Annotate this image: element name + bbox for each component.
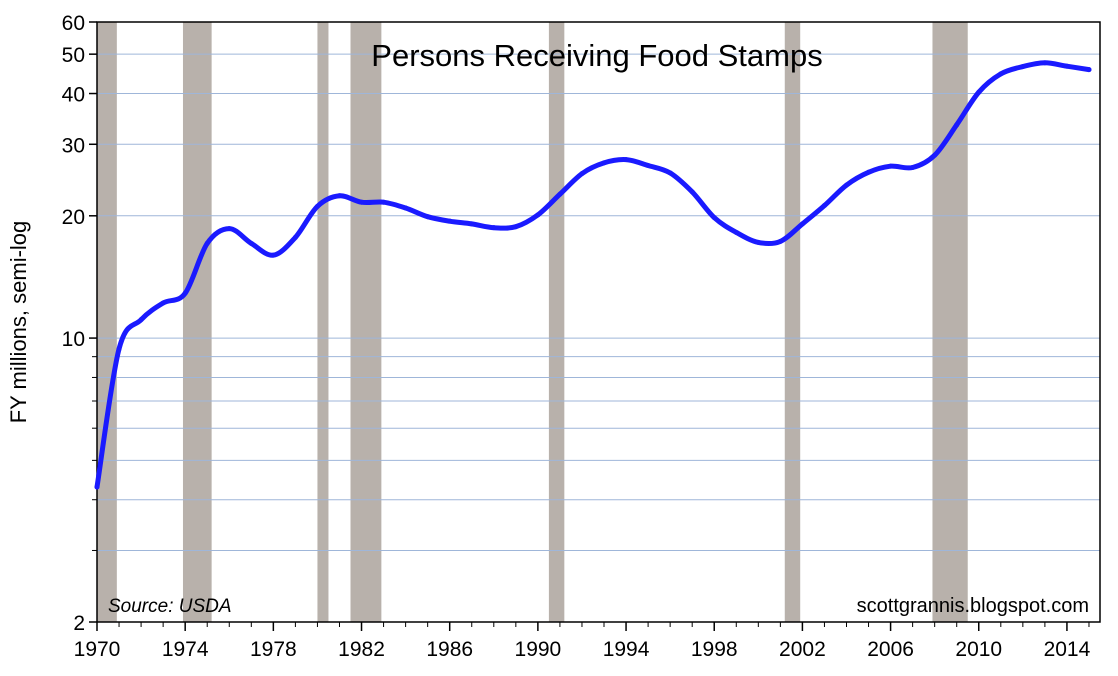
data-point-1985	[425, 214, 431, 220]
data-point-2002	[799, 221, 805, 227]
data-point-1991	[557, 191, 563, 197]
data-points	[94, 60, 1092, 490]
x-tick-label-2006: 2006	[867, 638, 914, 661]
x-tick-label-2010: 2010	[955, 638, 1002, 661]
data-point-2012	[1020, 64, 1026, 70]
data-point-2007	[910, 164, 916, 170]
data-point-2004	[843, 182, 849, 188]
x-tick-label-1978: 1978	[250, 638, 297, 661]
y-tick-label-50: 50	[62, 44, 85, 67]
x-tick-label-2002: 2002	[779, 638, 826, 661]
x-tick-label-1998: 1998	[691, 638, 738, 661]
source-note: Source: USDA	[108, 596, 232, 617]
data-point-1976	[226, 226, 232, 232]
recession-band-6	[932, 22, 968, 622]
y-tick-label-10: 10	[62, 328, 85, 351]
data-point-2001	[777, 238, 783, 244]
data-point-1999	[733, 229, 739, 235]
data-point-2011	[998, 71, 1004, 77]
data-point-1986	[447, 218, 453, 224]
x-axis: 1970 1974 1978 1982 1986 1990 1994 1998 2002 2006…	[74, 622, 1091, 661]
data-point-1984	[403, 205, 409, 211]
x-tick-label-1986: 1986	[426, 638, 473, 661]
y-tick-label-30: 30	[62, 134, 85, 157]
recession-bands	[97, 22, 968, 622]
data-point-1978	[270, 252, 276, 258]
data-point-1994	[623, 157, 629, 163]
data-point-1996	[667, 170, 673, 176]
data-point-1980	[314, 203, 320, 209]
data-point-2008	[932, 152, 938, 158]
data-point-2006	[888, 163, 894, 169]
recession-band-1	[182, 22, 212, 622]
recession-band-5	[784, 22, 801, 622]
data-point-1998	[711, 215, 717, 221]
credit-note: scottgrannis.blogspot.com	[857, 595, 1089, 617]
data-point-1977	[248, 240, 254, 246]
data-point-1988	[491, 225, 497, 231]
data-point-1981	[336, 193, 342, 199]
x-tick-label-2014: 2014	[1044, 638, 1091, 661]
x-tick-label-1982: 1982	[338, 638, 385, 661]
data-point-1989	[513, 224, 519, 230]
data-point-1970	[94, 484, 100, 490]
x-tick-label-1974: 1974	[162, 638, 209, 661]
y-tick-label-20: 20	[62, 206, 85, 229]
data-point-2015	[1086, 67, 1092, 73]
data-point-2000	[755, 239, 761, 245]
data-point-1993	[601, 160, 607, 166]
data-point-1974	[182, 290, 188, 296]
y-tick-label-40: 40	[62, 84, 85, 107]
data-point-1975	[204, 240, 210, 246]
data-point-1987	[469, 221, 475, 227]
recession-band-2	[317, 22, 329, 622]
data-point-1973	[160, 300, 166, 306]
y-axis: 2 10 20 30 40 50 60	[62, 12, 97, 635]
y-gridlines	[97, 53, 1100, 551]
data-point-1979	[292, 234, 298, 240]
x-tick-label-1990: 1990	[515, 638, 562, 661]
data-point-1990	[535, 212, 541, 218]
data-point-1972	[138, 317, 144, 323]
data-point-2014	[1064, 63, 1070, 69]
y-axis-label: FY millions, semi-log	[6, 221, 31, 424]
data-point-1983	[381, 199, 387, 205]
y-tick-label-2: 2	[73, 612, 85, 635]
chart-title: Persons Receiving Food Stamps	[371, 38, 822, 73]
x-tick-label-1970: 1970	[74, 638, 121, 661]
data-point-2005	[866, 169, 872, 175]
data-point-1982	[359, 199, 365, 205]
recession-band-4	[548, 22, 565, 622]
data-point-1995	[645, 162, 651, 168]
data-point-2003	[821, 203, 827, 209]
recession-band-0	[97, 22, 117, 622]
x-tick-label-1994: 1994	[603, 638, 650, 661]
data-point-1971	[116, 346, 122, 352]
data-point-2013	[1042, 60, 1048, 66]
recession-band-3	[350, 22, 382, 622]
data-point-1992	[579, 171, 585, 177]
plot-frame	[96, 21, 1101, 623]
data-point-2010	[976, 89, 982, 95]
y-tick-label-60: 60	[62, 12, 85, 35]
data-point-2009	[954, 122, 960, 128]
data-point-1997	[689, 189, 695, 195]
